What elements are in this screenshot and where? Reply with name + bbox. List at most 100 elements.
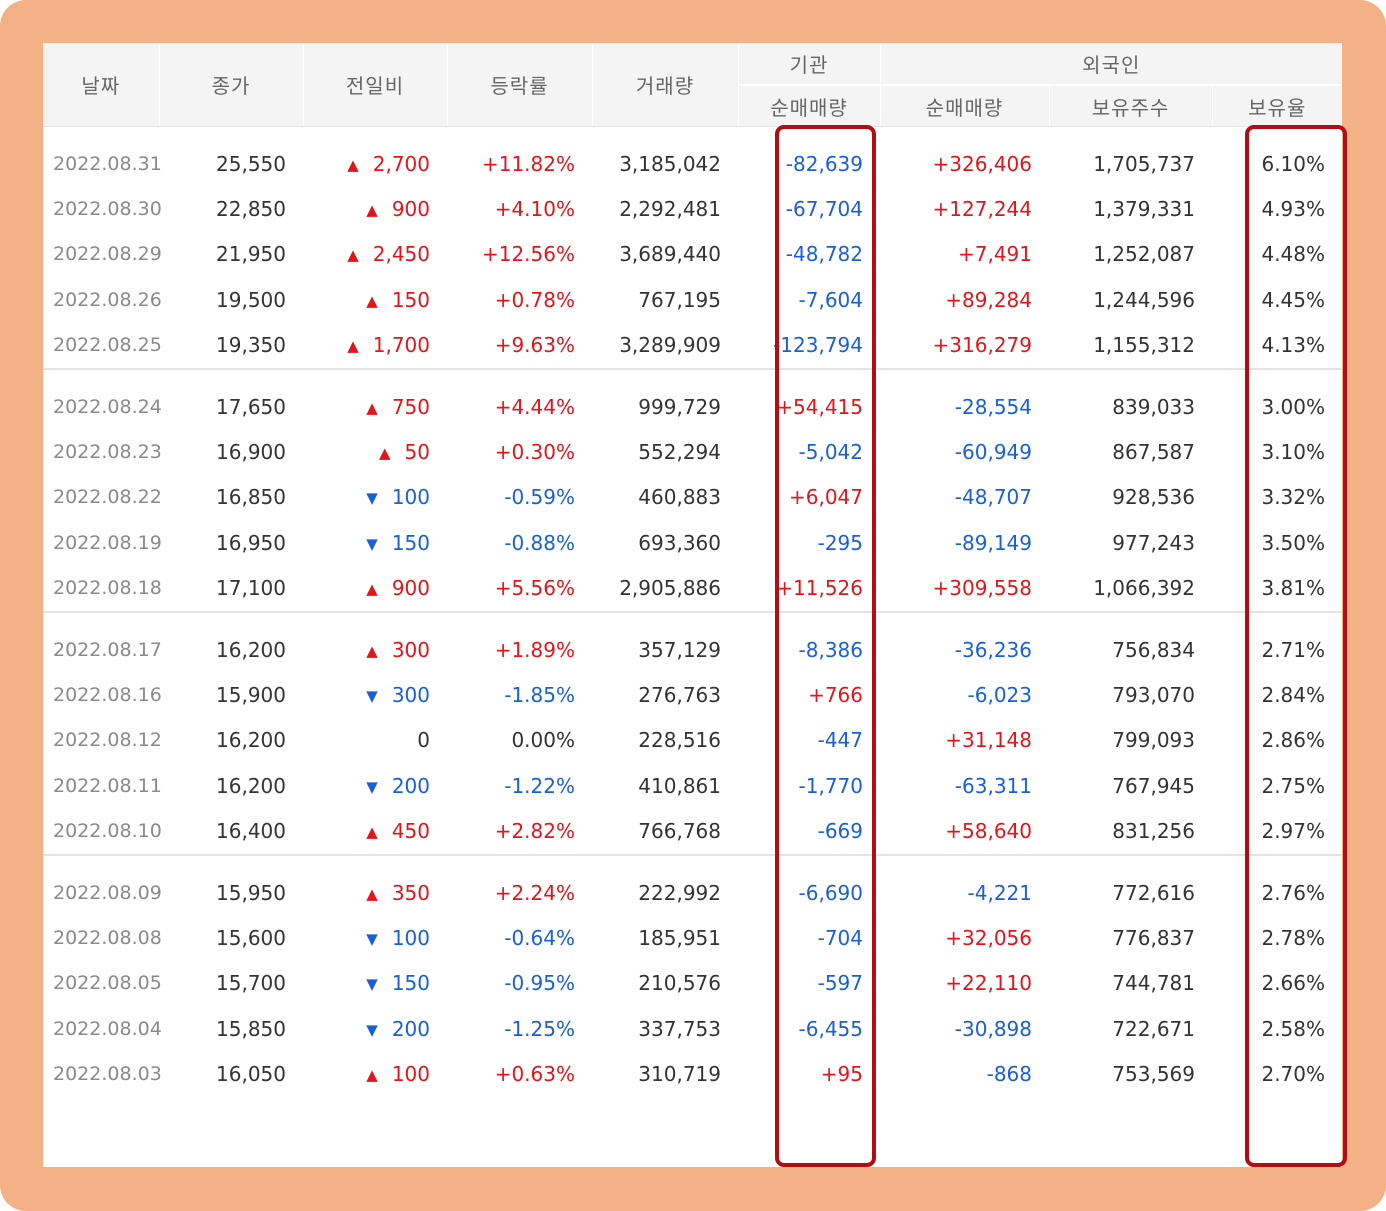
cell-change: ▼ 150 (303, 520, 447, 565)
cell-change: ▲ 450 (303, 808, 447, 854)
cell-close: 15,850 (216, 1016, 286, 1041)
up-arrow-icon: ▲ (366, 580, 378, 599)
cell-change: ▼ 100 (303, 915, 447, 960)
cell-rate: +9.63% (494, 333, 575, 358)
cell-foreign-net: -89,149 (954, 530, 1032, 555)
up-arrow-icon: ▲ (366, 1066, 378, 1085)
change-value: 1,700 (372, 333, 430, 358)
cell-foreign-ratio: 4.45% (1261, 287, 1326, 312)
cell-foreign-ratio: 2.75% (1261, 773, 1326, 798)
row-spacer (43, 1097, 1342, 1111)
cell-rate: +0.78% (494, 287, 575, 312)
cell-date: 2022.08.19 (53, 531, 162, 554)
col-header-rate: 등락률 (446, 43, 592, 127)
cell-foreign-ratio: 2.70% (1261, 1062, 1326, 1087)
cell-rate: +11.82% (481, 151, 575, 176)
cell-close: 15,950 (216, 880, 286, 905)
cell-foreign-hold: 977,243 (1112, 530, 1195, 555)
cell-foreign-hold: 867,587 (1112, 440, 1195, 465)
cell-change: ▲ 50 (303, 429, 447, 474)
cell-close: 16,950 (216, 530, 286, 555)
cell-volume: 999,729 (638, 394, 721, 419)
cell-foreign-hold: 772,616 (1112, 880, 1195, 905)
change-value: 350 (391, 880, 430, 905)
cell-inst-net: -48,782 (785, 242, 863, 267)
change-value: 200 (391, 1016, 430, 1041)
cell-foreign-net: +7,491 (957, 242, 1032, 267)
table-row: 2022.08.25 19,350 ▲ 1,700 +9.63% 3,289,909 -12… (43, 323, 1342, 369)
cell-inst-net: -295 (817, 530, 863, 555)
cell-inst-net: -1,770 (798, 773, 863, 798)
cell-volume: 767,195 (638, 287, 721, 312)
cell-rate: -0.59% (504, 485, 575, 510)
row-spacer (43, 613, 1342, 627)
change-value: 150 (391, 530, 430, 555)
cell-rate: -0.64% (504, 925, 575, 950)
down-arrow-icon: ▼ (366, 777, 378, 796)
cell-foreign-ratio: 2.97% (1261, 819, 1326, 844)
cell-volume: 766,768 (638, 819, 721, 844)
cell-date: 2022.08.24 (53, 395, 162, 418)
cell-date: 2022.08.11 (53, 774, 162, 797)
cell-close: 16,900 (216, 440, 286, 465)
cell-change: ▲ 900 (303, 566, 447, 612)
cell-foreign-ratio: 2.66% (1261, 971, 1326, 996)
cell-rate: +1.89% (494, 637, 575, 662)
cell-foreign-net: +316,279 (932, 333, 1032, 358)
row-spacer (43, 127, 1342, 142)
cell-foreign-ratio: 3.32% (1261, 485, 1326, 510)
cell-change: ▲ 750 (303, 384, 447, 429)
cell-volume: 228,516 (638, 728, 721, 753)
cell-foreign-hold: 753,569 (1112, 1062, 1195, 1087)
cell-close: 17,650 (216, 394, 286, 419)
change-value: 100 (391, 1062, 430, 1087)
cell-volume: 693,360 (638, 530, 721, 555)
cell-inst-net: -8,386 (798, 637, 863, 662)
cell-foreign-ratio: 4.93% (1261, 197, 1326, 222)
cell-foreign-net: -868 (986, 1062, 1032, 1087)
change-value: 50 (404, 440, 430, 465)
cell-inst-net: -82,639 (785, 151, 863, 176)
down-arrow-icon: ▼ (366, 975, 378, 994)
cell-date: 2022.08.09 (53, 881, 162, 904)
cell-foreign-net: +89,284 (945, 287, 1032, 312)
down-arrow-icon: ▼ (366, 929, 378, 948)
change-value: 300 (391, 637, 430, 662)
cell-close: 17,100 (216, 576, 286, 601)
cell-change: ▲ 2,700 (303, 141, 447, 186)
cell-foreign-ratio: 4.13% (1261, 333, 1326, 358)
up-arrow-icon: ▲ (366, 884, 378, 903)
down-arrow-icon: ▼ (366, 489, 378, 508)
highlight-box-institution-net (775, 125, 876, 1167)
cell-close: 15,900 (216, 682, 286, 707)
cell-foreign-hold: 767,945 (1112, 773, 1195, 798)
col-header-foreign-ratio: 보유율 (1211, 85, 1342, 127)
up-arrow-icon: ▲ (366, 398, 378, 417)
cell-foreign-net: +58,640 (945, 819, 1032, 844)
cell-rate: -1.25% (504, 1016, 575, 1041)
cell-foreign-ratio: 3.50% (1261, 530, 1326, 555)
table-row: 2022.08.31 25,550 ▲ 2,700 +11.82% 3,185,042 -8… (43, 141, 1342, 186)
cell-foreign-net: +326,406 (932, 151, 1032, 176)
change-value: 2,700 (372, 151, 430, 176)
up-arrow-icon: ▲ (347, 155, 359, 174)
cell-volume: 357,129 (638, 637, 721, 662)
table-row: 2022.08.26 19,500 ▲ 150 +0.78% 767,195 -7,604 +… (43, 277, 1342, 322)
cell-foreign-ratio: 4.48% (1261, 242, 1326, 267)
cell-foreign-ratio: 2.84% (1261, 682, 1326, 707)
change-value: 900 (391, 197, 430, 222)
cell-foreign-hold: 1,066,392 (1093, 576, 1195, 601)
cell-change: ▲ 900 (303, 186, 447, 231)
cell-change: ▼ 200 (303, 763, 447, 808)
up-arrow-icon: ▲ (347, 246, 359, 265)
cell-change: ▲ 350 (303, 870, 447, 915)
cell-volume: 410,861 (638, 773, 721, 798)
cell-close: 15,600 (216, 925, 286, 950)
cell-inst-net: -6,690 (798, 880, 863, 905)
cell-rate: +2.82% (494, 819, 575, 844)
cell-rate: +4.10% (494, 197, 575, 222)
col-group-foreign: 외국인 (879, 43, 1342, 86)
row-spacer (43, 370, 1342, 384)
cell-date: 2022.08.10 (53, 820, 162, 843)
cell-change: ▲ 100 (303, 1051, 447, 1096)
